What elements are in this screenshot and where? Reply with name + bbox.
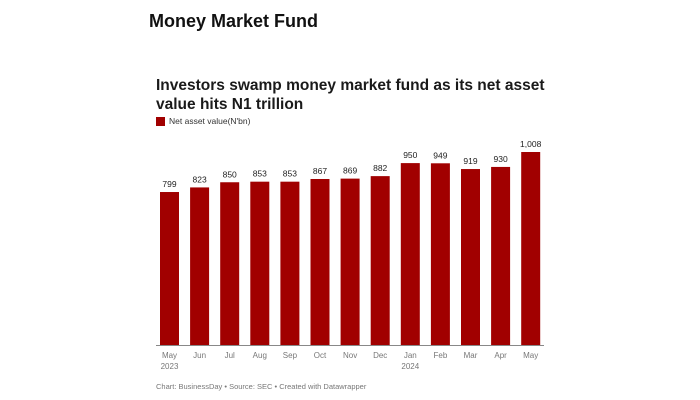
- value-label: 882: [373, 163, 387, 173]
- x-tick-sublabel: 2023: [161, 362, 179, 371]
- value-label: 950: [403, 150, 417, 160]
- x-tick-label: Jun: [193, 351, 206, 360]
- bar: [190, 187, 210, 345]
- bar: [400, 163, 420, 345]
- bar: [491, 166, 511, 345]
- chart-source: Chart: BusinessDay • Source: SEC • Creat…: [156, 382, 367, 391]
- bar: [521, 152, 541, 345]
- value-label: 869: [343, 166, 357, 176]
- x-tick-label: Jul: [225, 351, 235, 360]
- value-label: 867: [313, 166, 327, 176]
- value-label: 1,008: [520, 139, 542, 149]
- value-label: 853: [253, 169, 267, 179]
- x-tick-label: Dec: [373, 351, 387, 360]
- value-label: 930: [494, 154, 508, 164]
- bar: [310, 178, 330, 345]
- bar: [430, 163, 450, 345]
- x-tick-label: Sep: [283, 351, 298, 360]
- legend: Net asset value(N'bn): [156, 116, 250, 126]
- bar: [220, 182, 240, 345]
- x-tick-label: Apr: [494, 351, 507, 360]
- x-tick-label: Jan: [404, 351, 417, 360]
- x-tick-label: Aug: [253, 351, 267, 360]
- value-label: 799: [162, 179, 176, 189]
- bar: [250, 181, 270, 345]
- value-label: 919: [463, 156, 477, 166]
- x-tick-label: Feb: [434, 351, 448, 360]
- x-tick-sublabel: 2024: [401, 362, 419, 371]
- legend-label: Net asset value(N'bn): [169, 116, 251, 126]
- bar: [461, 169, 480, 345]
- x-tick-label: Mar: [464, 351, 478, 360]
- bar: [160, 192, 179, 345]
- value-label: 853: [283, 169, 297, 179]
- chart-title: Investors swamp money market fund as its…: [156, 77, 545, 113]
- x-tick-label: Nov: [343, 351, 357, 360]
- x-tick-label: May: [162, 351, 177, 360]
- value-label: 949: [433, 150, 447, 160]
- bar: [340, 178, 360, 345]
- bar: [370, 176, 390, 345]
- x-tick-label: Oct: [314, 351, 327, 360]
- page-heading: Money Market Fund: [149, 11, 319, 31]
- legend-swatch: [156, 116, 165, 126]
- bar: [280, 181, 300, 345]
- x-tick-label: May: [523, 351, 538, 360]
- value-label: 850: [223, 169, 237, 179]
- value-label: 823: [193, 174, 207, 184]
